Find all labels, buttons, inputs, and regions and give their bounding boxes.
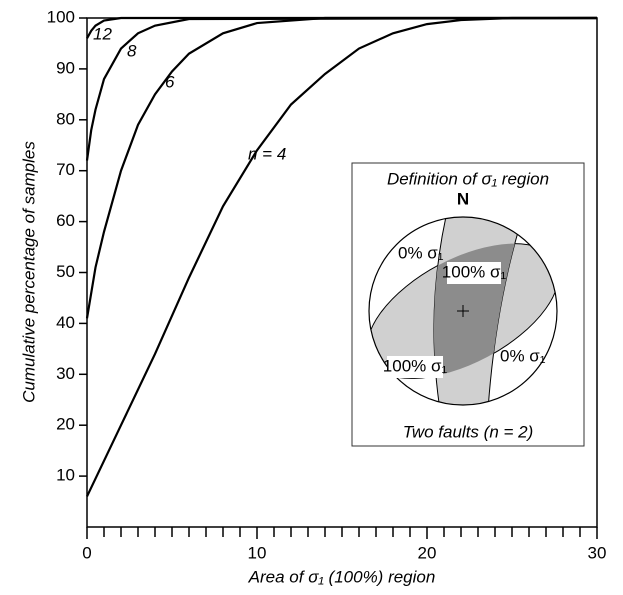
label-box [387, 356, 443, 378]
inset: Definition of σ₁ region N 0% σ₁ 100% σ₁ … [351, 162, 585, 447]
full-label: 100% σ₁ [383, 356, 448, 375]
inset-title: Definition of σ₁ region [387, 169, 549, 188]
curve [85, 16, 598, 161]
y-tick-label: 40 [56, 313, 75, 332]
y-tick-label: 10 [56, 466, 75, 485]
center-cross [457, 305, 469, 317]
y-tick-label: 20 [56, 415, 75, 434]
label-box [447, 262, 501, 284]
curve [86, 16, 597, 39]
x-tick-label: 20 [418, 543, 437, 562]
y-axis-label: Cumulative percentage of samples [19, 141, 38, 403]
curve-label: n = 4 [248, 144, 286, 163]
x-tick-label: 30 [588, 543, 607, 562]
y-tick-label: 80 [56, 109, 75, 128]
y-tick-label: 70 [56, 160, 75, 179]
x-axis-label: Area of σ₁ (100%) region [248, 567, 436, 586]
full-label: 100% σ₁ [442, 262, 507, 281]
curve-label: 8 [127, 41, 137, 60]
y-tick-label: 90 [56, 58, 75, 77]
north-label: N [457, 189, 469, 208]
zero-label: 0% σ₁ [500, 346, 546, 365]
y-tick-label: 100 [47, 7, 75, 26]
stereonet-outline [368, 216, 558, 406]
x-tick-label: 0 [82, 543, 91, 562]
y-tick-label: 60 [56, 211, 75, 230]
curve [86, 16, 597, 497]
zero-label: 0% σ₁ [398, 243, 444, 262]
curve-label: 6 [165, 72, 175, 91]
overlap-region [433, 217, 520, 405]
y-tick-label: 50 [56, 262, 75, 281]
x-tick-label: 10 [248, 543, 267, 562]
inset-caption: Two faults (n = 2) [403, 422, 534, 441]
y-tick-label: 30 [56, 364, 75, 383]
curve-label: 12 [93, 24, 112, 43]
curve [85, 16, 597, 319]
